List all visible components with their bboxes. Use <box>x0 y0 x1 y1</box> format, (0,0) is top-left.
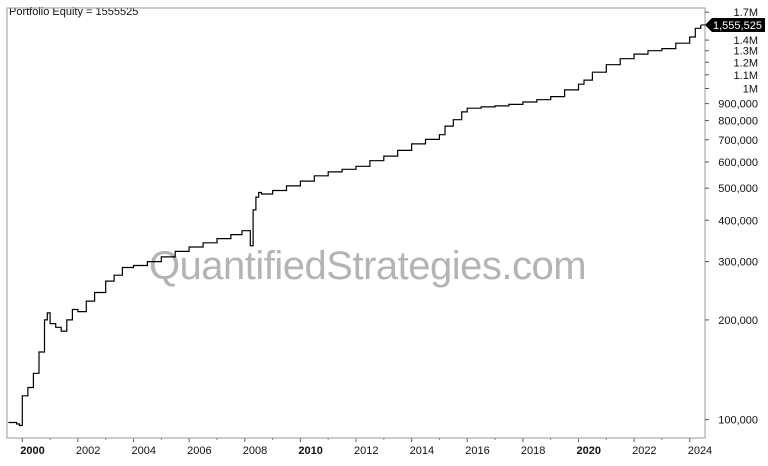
x-tick-label: 2018 <box>521 445 545 457</box>
equity-series-line <box>8 24 702 427</box>
y-tick-label: 300,000 <box>718 257 758 269</box>
x-tick-label: 2014 <box>410 445 434 457</box>
x-tick-label: 2000 <box>20 445 44 457</box>
title-value: 1555525 <box>95 6 139 18</box>
y-tick-label: 1.3M <box>734 46 758 58</box>
x-tick-layer: 2000 2002 2004 2006 2008 2010 2012 2014 2016 2018… <box>20 438 712 457</box>
y-tick-label: 1.1M <box>734 70 758 82</box>
y-tick-label: 200,000 <box>718 315 758 327</box>
y-tick-label: 1.4M <box>734 35 758 47</box>
y-tick-label: 100,000 <box>718 415 758 427</box>
y-tick-label: 500,000 <box>718 183 758 195</box>
last-value-layer: 1,555,525 <box>700 17 765 32</box>
x-tick-label: 2016 <box>465 445 489 457</box>
y-tick-layer: 100,000 200,000 300,000 400,000 500,000 600,0… <box>705 7 758 427</box>
x-tick-label: 2024 <box>688 445 712 457</box>
y-tick-label: 700,000 <box>718 135 758 147</box>
y-tick-label: 900,000 <box>718 99 758 111</box>
x-tick-label: 2010 <box>298 445 322 457</box>
x-tick-label: 2022 <box>632 445 656 457</box>
y-tick-label: 600,000 <box>718 157 758 169</box>
watermark-text: QuantifiedStrategies.com <box>148 244 587 288</box>
y-tick-label: 1.2M <box>734 57 758 69</box>
y-tick-label: 400,000 <box>718 215 758 227</box>
x-tick-label: 2020 <box>576 445 600 457</box>
y-tick-label: 800,000 <box>718 116 758 128</box>
x-tick-label: 2008 <box>243 445 267 457</box>
x-tick-label: 2012 <box>354 445 378 457</box>
x-tick-label: 2002 <box>76 445 100 457</box>
title-prefix: Portfolio Equity = <box>9 6 96 18</box>
y-tick-label: 1.7M <box>734 7 758 19</box>
last-value-label: 1,555,525 <box>713 20 762 32</box>
chart-title: Portfolio Equity = 1555525 <box>9 6 138 18</box>
y-tick-label: 1M <box>743 83 758 95</box>
x-tick-label: 2006 <box>187 445 211 457</box>
last-value-marker <box>705 17 765 32</box>
series-layer <box>8 24 702 427</box>
x-tick-label: 2004 <box>132 445 156 457</box>
